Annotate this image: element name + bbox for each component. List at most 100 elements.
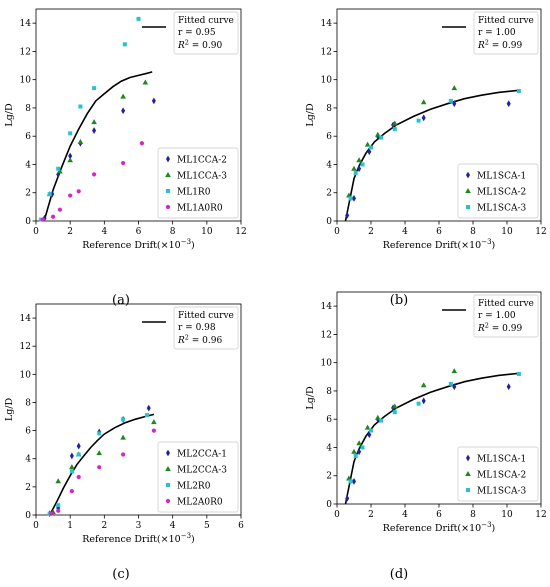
data-point-ML1SCA-3 (448, 381, 453, 386)
x-tick-label: 2 (67, 227, 73, 237)
data-point-ML1SCA-3 (379, 135, 384, 140)
y-tick-label: 2 (326, 189, 332, 199)
data-point-ML1SCA-2 (346, 192, 352, 198)
y-tick-label: 6 (25, 132, 31, 142)
data-point-ML1CCA-2 (151, 97, 156, 105)
legend-marker-ML2A0R0 (165, 498, 171, 504)
data-point-ML2CCA-1 (69, 452, 74, 460)
data-point-ML1SCA-1 (357, 165, 362, 173)
chart-panel-2: 0 2 4 6 8 10 12 0 2 4 6 8 10 12 14 Reference Drift(×10−… (305, 8, 547, 251)
y-tick-label: 0 (25, 217, 31, 227)
data-point-ML1A0R0 (57, 207, 63, 212)
data-point-ML2A0R0 (121, 452, 126, 457)
x-axis-label: Reference Drift(×10−3) (383, 238, 496, 251)
legend-marker-ML1R0 (166, 189, 170, 193)
x-tick-label: 8 (470, 227, 476, 237)
data-point-ML1SCA-1 (352, 194, 356, 202)
data-point-ML1SCA-3 (379, 418, 384, 423)
fit-legend-label: Fitted curve (178, 16, 234, 26)
legend-marker-ML2R0 (166, 483, 170, 487)
panel-label-d: (d) (389, 567, 409, 582)
legend-entry-ML1CCA-2: ML1CCA-2 (177, 156, 227, 166)
fit-legend-r2: R2 = 0.90 (177, 39, 222, 52)
y-tick-label: 10 (321, 76, 333, 86)
data-point-ML1SCA-2 (364, 424, 371, 430)
legend-marker-ML1SCA-3 (466, 205, 470, 209)
x-tick-label: 4 (402, 227, 408, 237)
data-point-ML1SCA-1 (506, 100, 511, 108)
legend-marker-ML1SCA-3 (466, 488, 470, 492)
legend-entry-ML1A0R0: ML1A0R0 (177, 204, 223, 214)
x-tick-label: 2 (368, 227, 374, 237)
data-point-ML1A0R0 (139, 141, 145, 146)
legend-entry-ML1CCA-3: ML1CCA-3 (177, 172, 227, 182)
legend-entry-ML1R0: ML1R0 (177, 188, 211, 198)
data-point-ML1SCA-1 (452, 383, 457, 391)
y-tick-label: 6 (326, 132, 332, 142)
legend-entry-ML1SCA-2: ML1SCA-2 (477, 471, 526, 481)
data-point-ML1A0R0 (50, 214, 56, 219)
data-point-ML1R0 (122, 42, 127, 47)
data-point-ML1A0R0 (76, 189, 81, 194)
y-tick-label: 2 (326, 472, 332, 482)
x-tick-label: 4 (101, 227, 107, 237)
fit-legend-label: Fitted curve (478, 16, 534, 26)
x-tick-label: 12 (535, 227, 546, 237)
fit-legend-r2: R2 = 0.96 (177, 334, 222, 347)
x-tick-label: 0 (33, 227, 39, 237)
data-point-ML2CCA-3 (55, 478, 62, 484)
legend-marker-ML1SCA-1 (466, 454, 470, 462)
data-point-ML2A0R0 (97, 465, 102, 470)
y-axis-label: Lg/D (305, 386, 316, 410)
legend-marker-ML1CCA-3 (165, 172, 171, 177)
x-tick-label: 6 (436, 510, 442, 520)
data-point-ML2R0 (145, 413, 150, 418)
data-point-ML1SCA-1 (421, 397, 426, 405)
y-tick-label: 4 (326, 443, 332, 453)
y-tick-label: 14 (20, 314, 32, 324)
legend-marker-ML1CCA-2 (166, 155, 170, 163)
legend-entry-ML1SCA-3: ML1SCA-3 (477, 204, 527, 214)
data-point-ML1SCA-2 (420, 99, 427, 105)
legend-marker-ML2CCA-3 (165, 466, 171, 471)
data-point-ML1R0 (136, 16, 141, 21)
data-point-ML1CCA-2 (68, 152, 73, 160)
x-tick-label: 2 (101, 521, 107, 531)
legend-entry-ML1SCA-3: ML1SCA-3 (477, 487, 527, 497)
data-point-ML1SCA-3 (392, 410, 397, 415)
y-tick-label: 12 (321, 47, 332, 57)
data-point-ML2R0 (69, 469, 74, 474)
y-tick-label: 8 (326, 387, 332, 397)
y-tick-label: 8 (25, 398, 31, 408)
data-point-ML2CCA-1 (76, 442, 81, 450)
data-point-ML1SCA-2 (451, 368, 458, 374)
series-legend-box (457, 163, 539, 219)
data-point-ML1CCA-3 (77, 138, 84, 144)
fit-legend-r: r = 0.95 (178, 28, 216, 38)
data-point-ML2A0R0 (56, 508, 61, 513)
data-point-ML1R0 (56, 166, 61, 171)
x-tick-label: 10 (501, 227, 513, 237)
data-point-ML1SCA-2 (451, 85, 458, 91)
x-tick-label: 10 (201, 227, 213, 237)
fit-legend-r: r = 0.98 (178, 323, 216, 333)
y-tick-label: 0 (326, 500, 332, 510)
y-tick-label: 0 (25, 511, 31, 521)
y-axis-label: Lg/D (4, 398, 15, 422)
fitted-curve (43, 71, 153, 220)
data-point-ML1SCA-2 (364, 141, 371, 147)
y-tick-label: 14 (321, 302, 333, 312)
legend-entry-ML2CCA-3: ML2CCA-3 (177, 466, 227, 476)
x-tick-label: 2 (368, 510, 374, 520)
panel-label-b: (b) (389, 293, 409, 308)
data-point-ML1A0R0 (40, 217, 45, 222)
data-point-ML1SCA-3 (516, 371, 521, 376)
fit-legend-box (473, 11, 539, 55)
data-point-ML1SCA-2 (356, 157, 362, 163)
data-point-ML1SCA-3 (416, 401, 421, 406)
data-point-ML1SCA-1 (367, 148, 372, 156)
legend-entry-ML1SCA-1: ML1SCA-1 (477, 455, 526, 465)
x-tick-label: 0 (33, 521, 39, 531)
fit-legend-box (473, 294, 539, 338)
